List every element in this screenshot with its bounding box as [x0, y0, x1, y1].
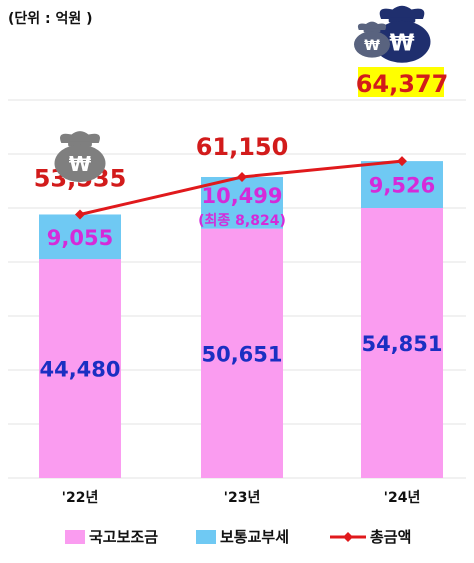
data-label-total: 61,150 [196, 133, 289, 161]
unit-label: (단위 : 억원 ) [8, 11, 93, 27]
data-label-tax: 9,526 [369, 174, 435, 198]
data-label-total: 64,377 [356, 70, 449, 98]
data-label-subsidy: 50,651 [201, 342, 282, 366]
x-tick-label: '23년 [224, 490, 261, 506]
annotation-final: (최종 8,824) [198, 213, 286, 229]
data-label-subsidy: 44,480 [39, 358, 120, 382]
data-label-subsidy: 54,851 [361, 332, 442, 356]
won-money-bag-icon: ₩ [54, 131, 106, 183]
won-money-bag-icon: ₩ [354, 21, 390, 58]
bar-tax [201, 176, 283, 229]
legend-label-subsidy: 국고보조금 [89, 528, 158, 546]
legend-marker-total [343, 532, 353, 542]
svg-text:₩: ₩ [389, 30, 414, 56]
data-label-tax: 9,055 [47, 226, 113, 250]
bar-tax [361, 161, 443, 208]
legend-label-tax: 보통교부세 [220, 528, 289, 546]
total-highlight-box [358, 67, 444, 97]
total-point [237, 171, 247, 182]
data-label-tax: 10,499 [201, 184, 282, 208]
legend-swatch-subsidy [65, 530, 85, 544]
x-tick-label: '22년 [62, 490, 99, 506]
bar-tax [39, 214, 121, 260]
svg-text:₩: ₩ [364, 38, 380, 54]
won-money-bag-icon: ₩ [373, 5, 431, 63]
legend-swatch-tax [196, 530, 216, 544]
bar-subsidy [201, 228, 283, 478]
bar-subsidy [39, 259, 121, 478]
svg-text:₩: ₩ [69, 152, 92, 176]
x-tick-label: '24년 [384, 490, 421, 506]
bar-subsidy [361, 208, 443, 478]
total-point [397, 156, 407, 167]
total-point [75, 209, 85, 220]
legend-label-total: 총금액 [370, 528, 411, 546]
